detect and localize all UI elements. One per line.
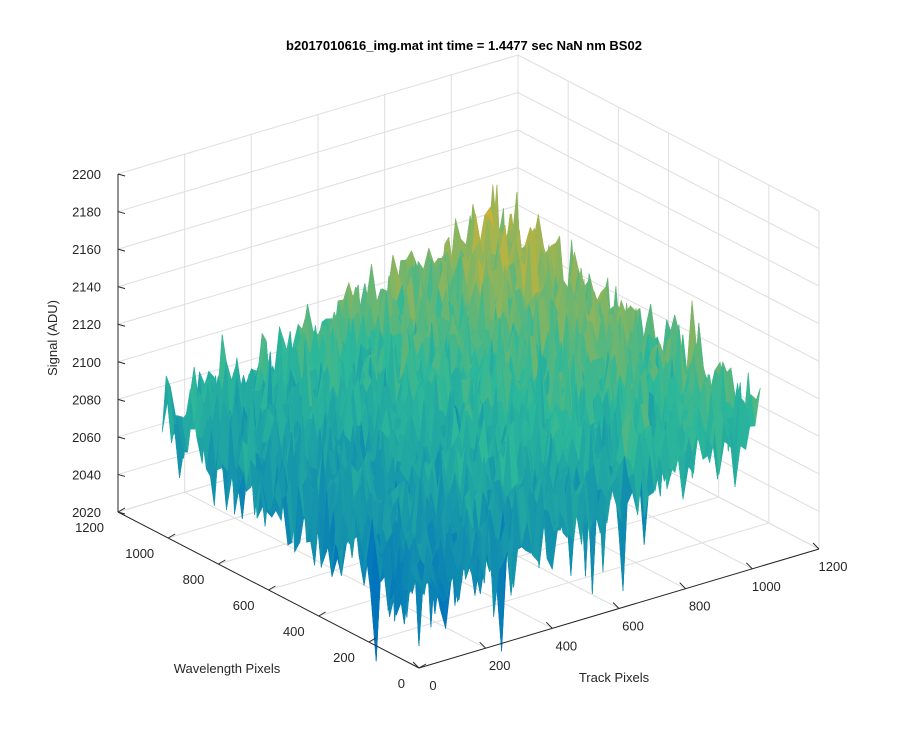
y-tick-mark [268,585,276,591]
side-wall-grid-line [517,204,820,362]
y-tick-label: 400 [283,624,305,639]
side-wall-grid-line [517,242,820,400]
z-tick-mark [117,211,126,215]
tick-layer: 0 200 400 600 800 1000 1200 0 200 400 600 800 1000 12… [72,167,847,693]
x-tick-mark [745,562,753,570]
y-tick-mark [418,663,427,669]
z-tick-mark [117,511,126,515]
z-tick-mark [117,436,126,440]
side-wall-grid-line [517,54,820,212]
z-tick-mark [117,473,126,477]
z-tick-mark [117,286,126,290]
x-axis-label: Track Pixels [579,670,650,685]
z-tick-label: 2020 [72,505,101,520]
y-tick-label: 600 [233,598,255,613]
floor-grid-line [318,496,719,617]
z-tick-label: 2040 [72,467,101,482]
y-tick-mark [117,507,126,513]
surface-cell [414,579,425,595]
x-tick-label: 1200 [819,559,848,574]
back-wall-grid-line [117,54,519,175]
back-wall-grid-line [117,167,519,288]
surface-layer [161,184,761,662]
z-axis-label: Signal (ADU) [45,300,60,376]
x-tick-label: 200 [489,658,511,673]
back-wall-grid-line [117,129,519,250]
y-tick-mark [167,533,176,539]
x-tick-label: 400 [555,638,577,653]
z-tick-label: 2140 [72,280,101,295]
z-tick-mark [117,361,126,365]
z-tick-mark [117,323,126,327]
z-tick-label: 2100 [72,355,101,370]
z-tick-mark [117,398,126,402]
side-wall-grid-line [517,92,820,249]
x-tick-label: 600 [622,619,644,634]
x-tick-label: 800 [689,599,711,614]
z-tick-label: 2060 [72,430,101,445]
floor-grid-line [368,522,769,643]
side-wall-grid-line [517,167,820,325]
y-tick-label: 0 [398,676,405,691]
x-tick-mark [812,542,820,550]
y-tick-mark [368,637,377,643]
back-wall-grid-line [117,204,519,325]
x-tick-label: 1000 [752,579,781,594]
z-tick-label: 2120 [72,317,101,332]
z-tick-mark [117,248,126,252]
x-tick-mark [679,582,687,590]
y-tick-mark [318,611,326,617]
x-tick-mark [612,602,620,609]
back-wall-grid-line [117,92,519,213]
y-tick-label: 1000 [125,546,154,561]
x-tick-label: 0 [429,678,436,693]
z-tick-label: 2080 [72,392,101,407]
y-tick-mark [218,559,226,565]
z-tick-mark [117,173,126,177]
chart-title: b2017010616_img.mat int time = 1.4477 se… [286,38,642,53]
x-tick-mark [479,641,487,649]
z-tick-label: 2200 [72,167,101,182]
z-tick-label: 2180 [72,205,101,220]
y-tick-label: 800 [183,572,205,587]
y-tick-label: 1200 [75,520,104,535]
y-tick-label: 200 [333,650,355,665]
y-axis-label: Wavelength Pixels [174,661,281,676]
x-tick-mark [412,661,420,669]
x-tick-mark [545,621,553,629]
z-tick-label: 2160 [72,242,101,257]
side-wall-grid-line [517,129,820,287]
